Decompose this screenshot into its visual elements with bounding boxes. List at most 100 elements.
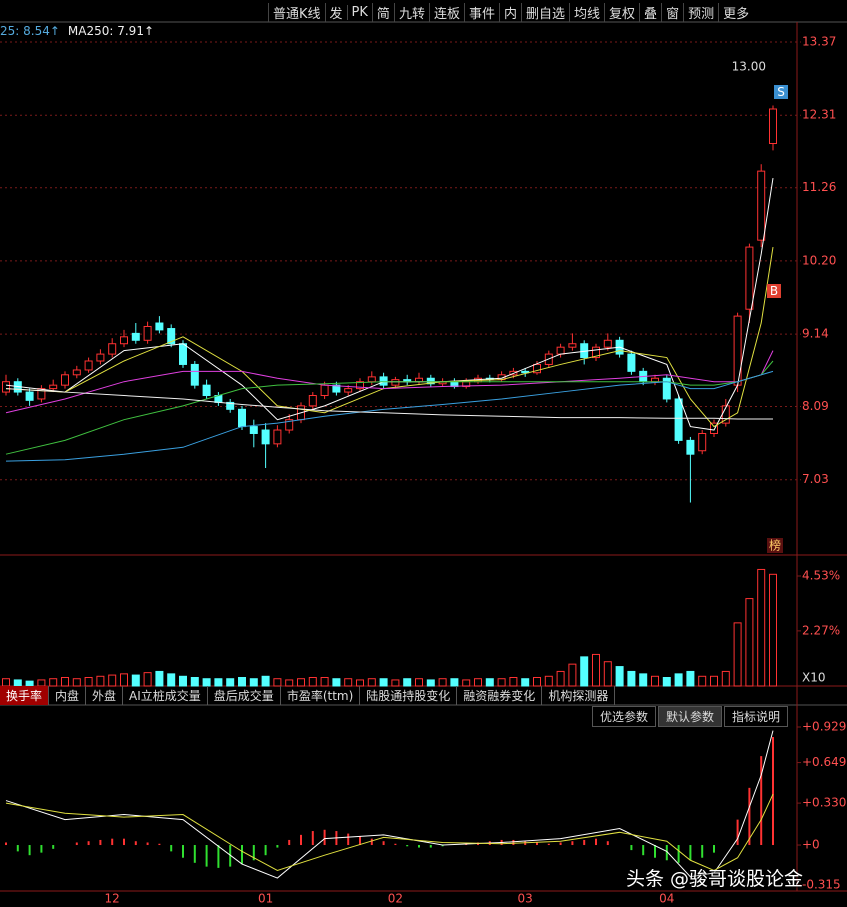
turnover-bar [474, 678, 482, 687]
sell-badge [774, 85, 788, 99]
indicator-tab[interactable]: 内盘 [49, 686, 87, 705]
toolbar-button[interactable]: PK [346, 4, 372, 20]
indicator-line [5, 730, 774, 879]
candle-body [379, 376, 388, 386]
candle-body [533, 363, 541, 374]
candle-body [674, 398, 683, 441]
toolbar-button[interactable]: 普通K线 [268, 2, 325, 22]
turnover-bar [733, 622, 742, 687]
turnover-bar [131, 674, 140, 687]
indicator-tab[interactable]: 陆股通持股变化 [360, 686, 458, 705]
indicator-tab[interactable]: 机构探测器 [542, 686, 616, 705]
turnover-bar [179, 675, 187, 687]
turnover-bar [155, 670, 164, 687]
toolbar-button[interactable]: 均线 [569, 2, 604, 22]
toolbar-button[interactable]: 事件 [463, 2, 499, 22]
turnover-bar [379, 678, 388, 687]
indicator-tab[interactable]: 市盈率(ttm) [281, 686, 361, 705]
y-tick-label: 9.14 [802, 327, 829, 341]
candle-body [249, 426, 258, 434]
toolbar-button[interactable]: 连板 [428, 2, 464, 22]
turnover-bar [214, 678, 223, 687]
turnover-bar [556, 670, 565, 687]
toolbar-button[interactable]: 叠 [639, 2, 661, 22]
scale-label: X10 [802, 671, 826, 685]
candle-body [415, 377, 423, 383]
turnover-bar [674, 673, 683, 687]
candle-body [131, 332, 140, 341]
y-tick-label: 13.37 [802, 35, 836, 49]
legend-ma250: MA250: 7.91↑ [67, 24, 155, 38]
candle-body [651, 377, 659, 383]
annotation: 13.00 [732, 60, 766, 74]
turnover-bar [544, 675, 553, 687]
turnover-bar [285, 679, 294, 687]
x-tick-label: 02 [388, 892, 403, 906]
turnover-bar [391, 679, 400, 687]
watermark: 头条 @骏哥谈股论金 [626, 868, 804, 890]
param-button[interactable]: 默认参数 [658, 705, 723, 727]
indicator-tab[interactable]: 外盘 [86, 686, 124, 705]
turnover-bar [167, 673, 176, 687]
param-button[interactable]: 优选参数 [592, 705, 657, 727]
y-tick-label: 4.53% [802, 569, 840, 583]
toolbar-button[interactable]: 复权 [604, 2, 639, 22]
candle-body [769, 108, 777, 145]
y-tick-label: 2.27% [802, 623, 840, 637]
turnover-bar [592, 653, 600, 687]
candle-body [627, 353, 636, 372]
turnover-bar [438, 678, 447, 687]
turnover-bar [61, 677, 69, 687]
y-tick-label: +0 [802, 838, 820, 852]
turnover-bar [261, 675, 270, 687]
toolbar-button[interactable]: 内 [498, 2, 521, 22]
turnover-bar [721, 670, 730, 687]
candle-body [261, 429, 270, 445]
toolbar-button[interactable]: 窗 [661, 2, 683, 22]
turnover-bar [580, 656, 589, 687]
indicator-tab[interactable]: 盘后成交量 [208, 686, 281, 705]
candle-body [25, 391, 34, 401]
turnover-bar [615, 666, 624, 687]
x-tick-label: 01 [258, 892, 273, 906]
candle-body [273, 429, 282, 445]
turnover-bar [332, 678, 341, 687]
toolbar-button[interactable]: 删自选 [521, 2, 569, 22]
turnover-bar [497, 678, 506, 687]
turnover-bar [533, 677, 541, 687]
toolbar-button[interactable]: 简 [371, 2, 394, 22]
candle-body [155, 322, 164, 331]
turnover-bar [238, 677, 246, 687]
turnover-bar [651, 675, 659, 687]
indicator-line [5, 370, 774, 462]
y-tick-label: +0.649 [802, 755, 846, 769]
turnover-bar [249, 678, 258, 687]
turnover-bar [226, 678, 235, 687]
turnover-bar [2, 678, 10, 687]
toolbar-button[interactable]: 预测 [683, 2, 718, 22]
candle-body [698, 432, 707, 452]
turnover-bar [509, 677, 518, 687]
candle-body [120, 336, 128, 345]
toolbar: 普通K线发 PK 简九转 连板 事件内删自选 均线 复权叠窗预测 更多 [268, 2, 753, 22]
turnover-bar [710, 675, 718, 687]
candle-body [367, 376, 376, 383]
turnover-bar [367, 678, 376, 687]
indicator-tab[interactable]: 融资融券变化 [457, 686, 543, 705]
candle-body [733, 315, 742, 386]
turnover-bar [757, 568, 766, 687]
candle-body [167, 328, 176, 345]
indicator-tab[interactable]: AI立桩成交量 [123, 686, 208, 705]
toolbar-button[interactable]: 发 [324, 2, 347, 22]
toolbar-button[interactable]: 九转 [393, 2, 429, 22]
turnover-bar [273, 678, 282, 687]
candle-body [308, 395, 317, 407]
turnover-bar [415, 678, 423, 687]
candle-body [37, 388, 46, 400]
indicator-tab[interactable]: 换手率 [0, 686, 50, 705]
toolbar-button[interactable]: 更多 [718, 2, 753, 22]
candle-body [61, 374, 69, 386]
param-button[interactable]: 指标说明 [724, 705, 789, 727]
indicator-line [5, 350, 774, 414]
turnover-bar [96, 675, 105, 687]
